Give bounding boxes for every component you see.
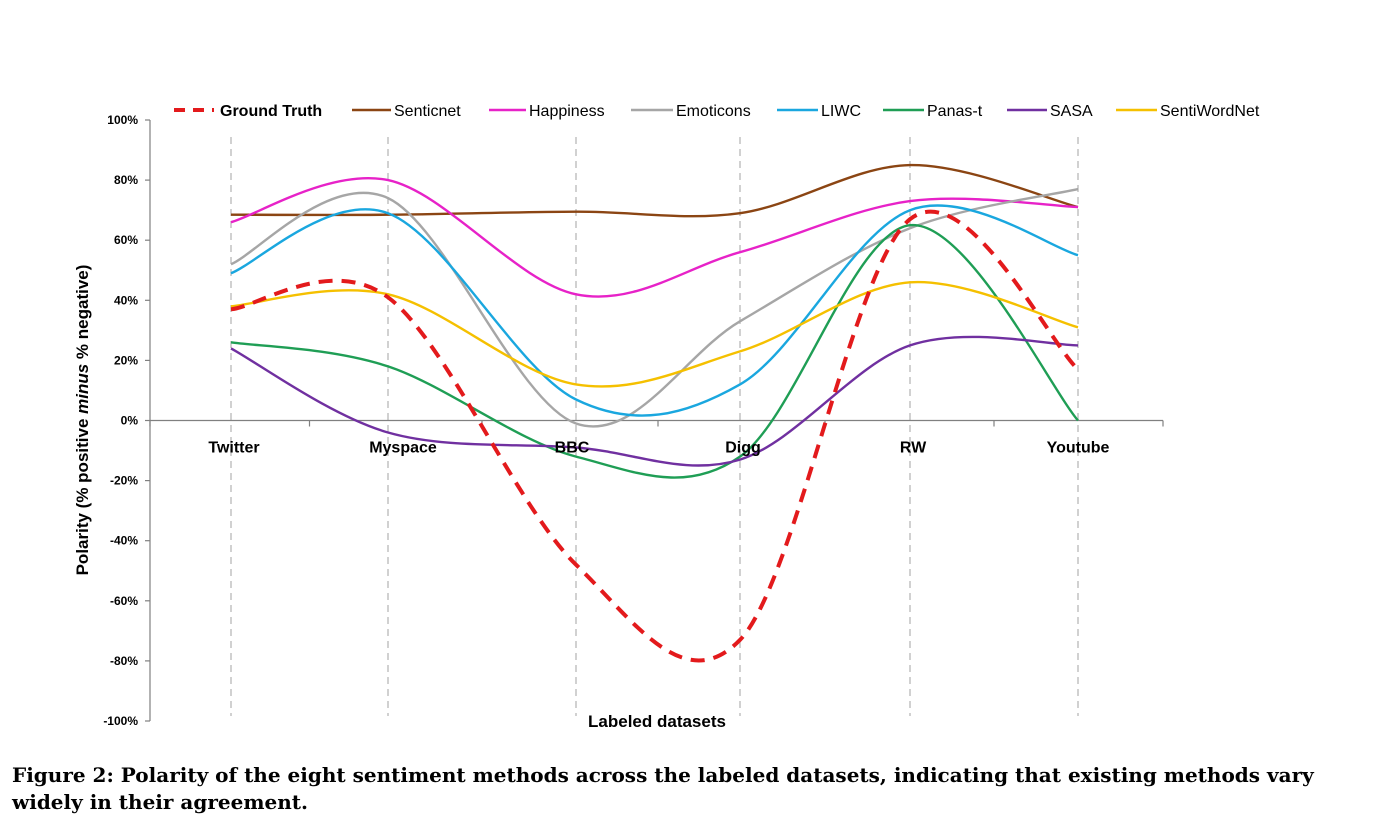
legend-label-ground-truth: Ground Truth: [220, 103, 322, 120]
x-tick-label-digg: Digg: [725, 440, 761, 457]
y-tick-label: -100%: [103, 714, 138, 728]
axes: [149, 120, 1164, 721]
x-axis-title: Labeled datasets: [588, 712, 726, 731]
series-line-ground-truth: [230, 209, 1080, 663]
series-line-sasa: [230, 335, 1079, 467]
legend-label-sentiwordnet: SentiWordNet: [1160, 103, 1260, 120]
figure-caption: Figure 2: Polarity of the eight sentimen…: [12, 763, 1314, 814]
y-tick-label: 20%: [114, 353, 138, 367]
series-line-happiness: [230, 177, 1079, 298]
y-axis-title-italic: minus: [73, 364, 92, 414]
series-line-senticnet: [230, 163, 1079, 218]
x-tick-label-rw: RW: [900, 440, 927, 457]
legend: Ground Truth Senticnet Happiness Emoticons L…: [174, 103, 1260, 120]
x-tick-label-twitter: Twitter: [208, 440, 259, 457]
x-tick-label-bbc: BBC: [555, 440, 590, 457]
y-tick-label: -60%: [110, 594, 138, 608]
y-tick-label: -20%: [110, 474, 138, 488]
series-line-panas-t: [230, 223, 1079, 479]
y-tick-label: 0%: [121, 414, 139, 428]
legend-label-emoticons: Emoticons: [676, 103, 751, 120]
series-line-liwc: [230, 204, 1079, 417]
y-tick-label: 100%: [107, 113, 138, 127]
series-line-emoticons: [230, 187, 1079, 428]
line-chart: 100%80%60%40%20%0%-20%-40%-60%-80%-100% …: [73, 103, 1260, 731]
y-axis-ticks: 100% 80% 60% 40% 20% 0% -20% -40% -60% -80% -100%: [103, 113, 150, 728]
y-axis-title-part-1: Polarity (% positive: [73, 414, 92, 576]
x-axis-categories: Twitter Myspace BBC Digg RW Youtube: [208, 440, 1109, 457]
x-tick-label-youtube: Youtube: [1047, 440, 1110, 457]
y-axis-title: Polarity (% positive minus % negative): [73, 265, 92, 576]
legend-label-senticnet: Senticnet: [394, 103, 461, 120]
series-lines: [230, 163, 1080, 663]
legend-label-liwc: LIWC: [821, 103, 861, 120]
y-tick-label: 60%: [114, 233, 138, 247]
x-tick-label-myspace: Myspace: [369, 440, 437, 457]
legend-label-panas-t: Panas-t: [927, 103, 983, 120]
y-tick-label: 80%: [114, 173, 138, 187]
legend-label-sasa: SASA: [1050, 103, 1093, 120]
y-tick-label: 40%: [114, 293, 138, 307]
y-axis-title-part-2: % negative): [73, 265, 92, 364]
category-gridlines: [230, 137, 1079, 716]
y-tick-label: -80%: [110, 654, 138, 668]
legend-label-happiness: Happiness: [529, 103, 605, 120]
series-line-sentiwordnet: [230, 280, 1079, 388]
y-tick-label: -40%: [110, 534, 138, 548]
